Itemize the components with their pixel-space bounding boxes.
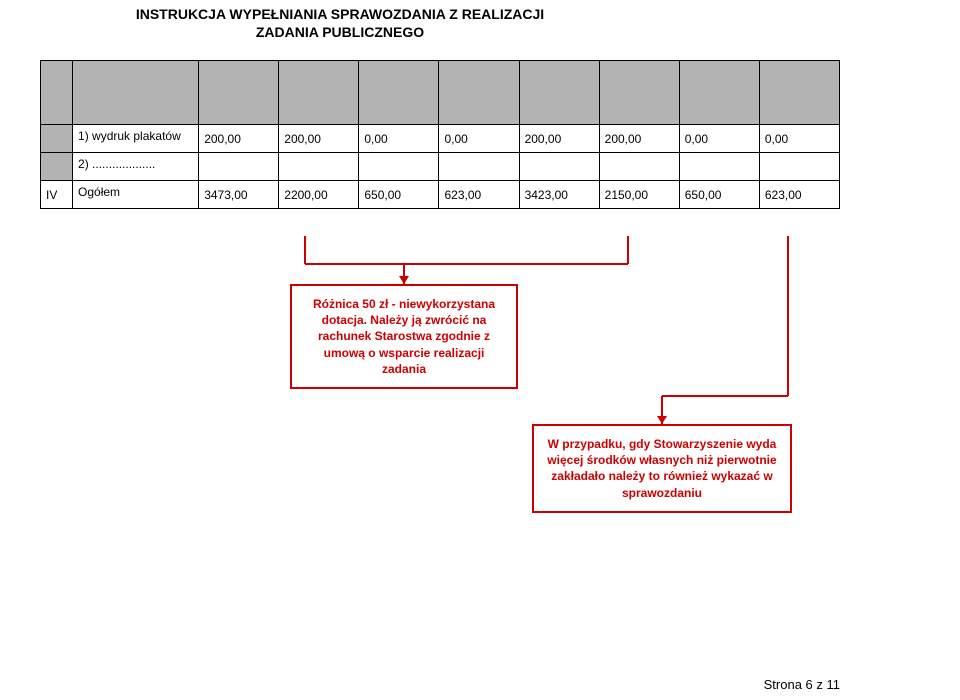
cell-grey <box>439 61 519 125</box>
cell-grey <box>199 61 279 125</box>
note-box-dotacja: Różnica 50 zł - niewykorzystana dotacja.… <box>290 284 518 389</box>
cell-value: 2150,00 <box>599 181 679 209</box>
cell-value: 623,00 <box>759 181 839 209</box>
cell-grey <box>759 61 839 125</box>
cell-value: 0,00 <box>359 125 439 153</box>
item-desc: 2) ................... <box>73 153 199 181</box>
cell-value: 200,00 <box>599 125 679 153</box>
cell-empty <box>439 153 519 181</box>
item-desc: 1) wydruk plakatów <box>73 125 199 153</box>
cell-value: 623,00 <box>439 181 519 209</box>
cell-empty <box>759 153 839 181</box>
cell-grey <box>41 125 73 153</box>
cell-value: 200,00 <box>199 125 279 153</box>
note-box-srodki: W przypadku, gdy Stowarzyszenie wyda wię… <box>532 424 792 513</box>
page-number: Strona 6 z 11 <box>764 677 840 692</box>
cell-value: 650,00 <box>359 181 439 209</box>
cell-value: 200,00 <box>279 125 359 153</box>
page-title: INSTRUKCJA WYPEŁNIANIA SPRAWOZDANIA Z RE… <box>0 6 960 22</box>
cell-value: 0,00 <box>759 125 839 153</box>
cell-value: 3423,00 <box>519 181 599 209</box>
cell-empty <box>599 153 679 181</box>
cell-grey <box>41 153 73 181</box>
cell-value: 0,00 <box>679 125 759 153</box>
table-row <box>41 61 840 125</box>
cell-empty <box>279 153 359 181</box>
page-footer: Strona 6 z 11 <box>764 677 840 692</box>
cell-value: 0,00 <box>439 125 519 153</box>
cell-empty <box>519 153 599 181</box>
cell-value: 3473,00 <box>199 181 279 209</box>
cell-value: 200,00 <box>519 125 599 153</box>
cell-value: 650,00 <box>679 181 759 209</box>
cell-grey <box>279 61 359 125</box>
cell-grey <box>519 61 599 125</box>
table-row: 2) ................... <box>41 153 840 181</box>
data-table: 1) wydruk plakatów 200,00 200,00 0,00 0,… <box>40 60 840 209</box>
table-row-total: IV Ogółem 3473,00 2200,00 650,00 623,00 … <box>41 181 840 209</box>
cell-grey <box>73 61 199 125</box>
data-table-wrap: 1) wydruk plakatów 200,00 200,00 0,00 0,… <box>40 60 840 209</box>
page-subtitle: ZADANIA PUBLICZNEGO <box>0 24 960 40</box>
cell-value: 2200,00 <box>279 181 359 209</box>
total-label: Ogółem <box>73 181 199 209</box>
cell-empty <box>679 153 759 181</box>
cell-grey <box>599 61 679 125</box>
total-index: IV <box>41 181 73 209</box>
cell-empty <box>359 153 439 181</box>
cell-grey <box>359 61 439 125</box>
table-row: 1) wydruk plakatów 200,00 200,00 0,00 0,… <box>41 125 840 153</box>
cell-grey <box>679 61 759 125</box>
cell-empty <box>199 153 279 181</box>
cell-grey <box>41 61 73 125</box>
